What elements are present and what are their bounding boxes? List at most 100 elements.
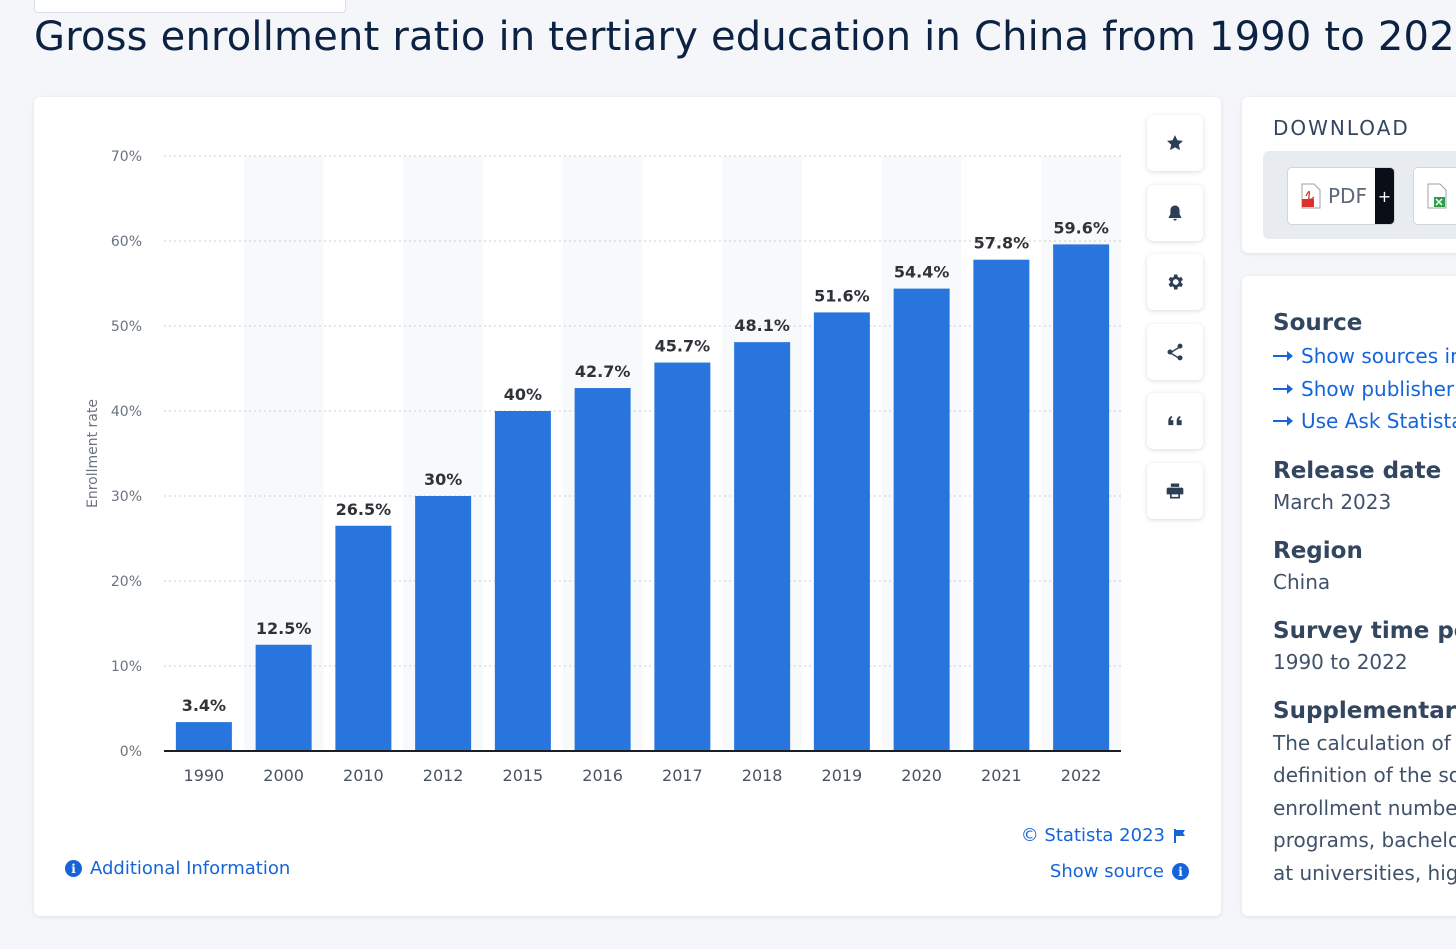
info-icon: i: [65, 860, 82, 877]
pdf-label: PDF: [1328, 184, 1367, 208]
share-button[interactable]: [1147, 323, 1203, 380]
y-tick-label: 70%: [111, 149, 142, 165]
bar: [813, 312, 870, 751]
ask-statista-text: Use Ask Statista: [1301, 409, 1456, 434]
x-tick-label: 2022: [1061, 766, 1102, 785]
supplementary-line: at universities, high: [1273, 860, 1456, 885]
star-icon: [1167, 135, 1183, 151]
data-label: 12.5%: [256, 619, 312, 638]
additional-info-link[interactable]: i Additional Information: [65, 858, 290, 879]
release-date-value: March 2023: [1273, 489, 1392, 514]
show-publisher-text: Show publisher i: [1301, 376, 1456, 401]
x-tick-label: 2017: [662, 766, 703, 785]
data-label: 45.7%: [655, 337, 711, 356]
printer-icon: [1166, 483, 1184, 498]
y-tick-label: 40%: [111, 404, 142, 420]
copyright-link[interactable]: © Statista 2023: [1021, 825, 1187, 846]
download-title: DOWNLOAD: [1273, 116, 1410, 140]
download-xls-button[interactable]: [1413, 167, 1456, 225]
page-title: Gross enrollment ratio in tertiary educa…: [34, 14, 1456, 60]
supplementary-line: programs, bachelor: [1273, 828, 1456, 852]
arrow-right-icon: [1273, 383, 1293, 394]
data-label: 3.4%: [182, 696, 226, 715]
top-tab-stub: [34, 0, 346, 13]
bell-icon: [1168, 205, 1182, 220]
bar: [415, 496, 472, 751]
download-pdf-button[interactable]: PDF +: [1287, 167, 1395, 225]
data-label: 51.6%: [814, 286, 870, 305]
bar: [734, 342, 791, 751]
chart-card: 0% 10% 20% 30% 40% 50% 60% 70% Enrollment rate 3.…: [34, 97, 1221, 916]
bar: [175, 722, 232, 751]
xls-file-icon: [1427, 183, 1447, 209]
source-heading: Source: [1273, 310, 1363, 336]
x-tick-label: 2016: [582, 766, 623, 785]
bar: [654, 362, 711, 751]
pdf-file-icon: [1301, 183, 1321, 209]
copyright-text: © Statista 2023: [1020, 825, 1165, 846]
x-tick-label: 2019: [822, 766, 863, 785]
region-heading: Region: [1273, 537, 1363, 564]
y-tick-label: 50%: [111, 319, 142, 335]
data-label: 59.6%: [1053, 218, 1109, 237]
y-tick-label: 60%: [111, 234, 142, 250]
flag-icon: [1174, 828, 1185, 843]
download-tray: PDF +: [1263, 151, 1456, 239]
supplementary-text: The calculation of th definition of the …: [1273, 727, 1456, 890]
y-tick-label: 30%: [111, 489, 142, 505]
supplementary-line: enrollment number: [1273, 795, 1456, 820]
release-date-heading: Release date: [1273, 457, 1442, 484]
data-label: 57.8%: [974, 234, 1030, 253]
y-tick-label: 10%: [111, 659, 142, 675]
supplementary-line: definition of the sou: [1273, 763, 1456, 787]
show-publisher-link[interactable]: Show publisher i: [1273, 373, 1456, 406]
show-sources-link[interactable]: Show sources in: [1273, 340, 1456, 373]
gear-icon: [1168, 274, 1183, 290]
survey-period-value: 1990 to 2022: [1273, 649, 1408, 674]
data-label: 40%: [504, 385, 542, 404]
show-sources-text: Show sources in: [1301, 344, 1456, 369]
statistic-details-card: Source Show sources in Show publisher i …: [1242, 276, 1456, 916]
bar-chart: 0% 10% 20% 30% 40% 50% 60% 70% Enrollment rate 3.…: [85, 149, 1121, 785]
ask-statista-link[interactable]: Use Ask Statista: [1273, 405, 1456, 438]
x-tick-label: 2012: [423, 766, 464, 785]
survey-period-heading: Survey time peri: [1273, 617, 1456, 644]
share-icon: [1167, 343, 1183, 360]
data-label: 42.7%: [575, 362, 631, 381]
x-tick-label: 1990: [184, 766, 225, 785]
y-tick-label: 0%: [120, 744, 142, 760]
chart-toolbar: [1147, 115, 1205, 532]
x-tick-label: 2010: [343, 766, 384, 785]
bar: [494, 411, 551, 751]
notification-button[interactable]: [1147, 184, 1203, 241]
supplementary-line: The calculation of th: [1273, 730, 1456, 755]
quote-icon: [1168, 416, 1182, 426]
show-source-text: Show source: [1049, 861, 1164, 882]
bar: [893, 288, 950, 751]
additional-info-text: Additional Information: [90, 858, 291, 879]
x-tick-label: 2000: [263, 766, 304, 785]
show-source-link[interactable]: Show source i: [1050, 861, 1189, 882]
favorite-button[interactable]: [1147, 115, 1203, 171]
data-label: 30%: [424, 470, 462, 489]
bar: [335, 525, 392, 751]
settings-button[interactable]: [1147, 254, 1203, 310]
x-tick-label: 2015: [503, 766, 544, 785]
bar: [1053, 244, 1110, 751]
plus-icon: +: [1375, 168, 1394, 224]
data-label: 54.4%: [894, 263, 950, 282]
region-value: China: [1273, 569, 1331, 594]
data-label: 48.1%: [734, 316, 790, 335]
info-icon: i: [1172, 863, 1189, 880]
bar: [255, 644, 312, 751]
print-button[interactable]: [1147, 462, 1203, 519]
download-card: DOWNLOAD PDF +: [1242, 97, 1456, 253]
supplementary-heading: Supplementary n: [1273, 697, 1456, 724]
x-tick-label: 2020: [901, 766, 942, 785]
x-tick-label: 2021: [981, 766, 1022, 785]
y-tick-label: 20%: [111, 574, 142, 590]
cite-button[interactable]: [1147, 393, 1203, 449]
arrow-right-icon: [1273, 416, 1293, 427]
arrow-right-icon: [1273, 351, 1293, 362]
bar: [973, 259, 1030, 751]
